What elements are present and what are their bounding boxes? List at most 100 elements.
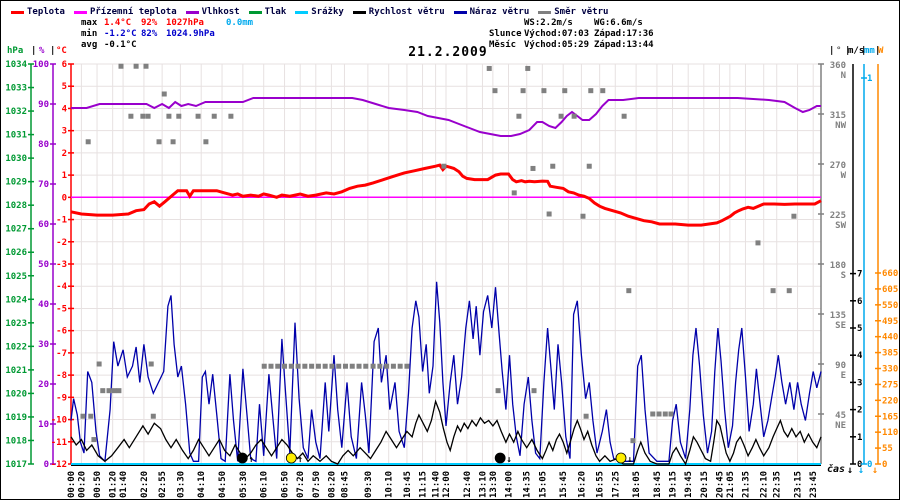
legend-label: Náraz větru xyxy=(469,7,530,17)
wind-direction-point xyxy=(363,363,369,369)
stats-panel: max 1.4°C 92% 1027hPa 0.0mm min -1.2°C 82% 1024… xyxy=(81,18,253,51)
axis-tick-label-dir: 360 xyxy=(830,61,846,71)
axis-tick-label-temp: 3 xyxy=(62,127,67,137)
axis-separator: | xyxy=(50,46,56,56)
wind-direction-point xyxy=(384,363,390,369)
axis-tick-label-pres: 1030 xyxy=(5,154,27,164)
x-tick-label: 12:00 xyxy=(442,471,452,498)
axis-header-celsius: °C xyxy=(56,46,67,56)
wind-direction-point xyxy=(791,213,797,219)
axis-tick-label-hum: 60 xyxy=(38,220,49,230)
legend: Teplota Přízemní teplota Vlhkost Tlak Srážky… xyxy=(11,6,608,18)
wind-direction-point xyxy=(140,113,146,119)
wind-direction-point xyxy=(268,363,274,369)
axis-tick-label-temp: 6 xyxy=(62,60,67,70)
axis-tick-label-pres: 1027 xyxy=(5,225,27,235)
moon-set-marker xyxy=(494,452,506,464)
wind-direction-point xyxy=(441,163,447,169)
axis-header-percent: % xyxy=(39,46,45,56)
axis-tick-label-temp: -11 xyxy=(51,438,67,448)
x-tick-label: 13:30 xyxy=(489,471,499,498)
wind-direction-point xyxy=(211,113,217,119)
sun-set-marker xyxy=(615,452,627,464)
axis-tick-label-rad: 495 xyxy=(882,317,898,327)
axis-rad xyxy=(875,64,881,465)
axis-header-watt: W xyxy=(878,46,884,56)
wind-direction-point xyxy=(336,363,342,369)
axis-tick-label-wind: 1 xyxy=(857,433,862,443)
axis-direction-letter: N xyxy=(841,71,846,81)
axis-tick-label-temp: -10 xyxy=(51,416,67,426)
axis-header-mm: mm xyxy=(864,46,875,56)
wind-direction-point xyxy=(516,113,522,119)
x-tick-label: 15:45 xyxy=(559,471,569,498)
astro-panel: WS:2.2m/s WG:6.6m/s Slunce Východ:07:03 Záp… xyxy=(489,18,654,51)
x-tick-label: 10:45 xyxy=(403,471,413,498)
axis-tick-label-hum: 10 xyxy=(38,420,49,430)
axis-separator: | xyxy=(829,46,835,56)
sun-set-arrow: ↓ xyxy=(627,455,632,465)
series-wind_speed xyxy=(70,399,822,466)
wind-direction-point xyxy=(261,363,267,369)
axis-header-ms: m/s xyxy=(848,46,865,56)
sunrise-time: Východ:07:03 xyxy=(524,29,590,39)
x-tick-label: 06:50 xyxy=(281,471,291,498)
axis-tick-label-hum: 0 xyxy=(44,460,49,470)
moonrise-time: Východ:05:29 xyxy=(524,40,590,50)
x-tick-label: 21:35 xyxy=(741,471,751,498)
x-tick-label: 04:50 xyxy=(218,471,228,498)
legend-item-sm-r-v-tru: Směr větru xyxy=(538,7,608,17)
x-tick-label: 08:20 xyxy=(327,471,337,498)
wind-direction-point xyxy=(626,288,632,294)
wind-direction-point xyxy=(370,363,376,369)
wind-direction-point xyxy=(541,88,547,94)
axis-tick-label-pres: 1032 xyxy=(5,107,27,117)
wind-direction-point xyxy=(143,63,149,69)
stats-avg-row: avg -0.1°C xyxy=(81,40,253,51)
wind-direction-point xyxy=(161,91,167,97)
axis-tick-label-temp: -6 xyxy=(56,327,67,337)
axis-tick-label-hum: 50 xyxy=(38,260,49,270)
wind-direction-point xyxy=(195,113,201,119)
axis-direction-letter: SE xyxy=(835,321,846,331)
axis-wind xyxy=(850,64,856,465)
axis-tick-label-pres: 1029 xyxy=(5,178,27,188)
legend-item-tlak: Tlak xyxy=(248,7,286,17)
axis-tick-label-pres: 1028 xyxy=(5,201,27,211)
axis-direction-letter: W xyxy=(841,171,847,181)
wind-direction-point xyxy=(531,388,537,394)
wind-direction-point xyxy=(511,190,517,196)
wind-direction-point xyxy=(530,165,536,171)
axis-tick-label-rad: 110 xyxy=(882,428,898,438)
axis-temp xyxy=(68,63,74,465)
stats-min-temp: -1.2°C xyxy=(104,29,137,39)
series-wind_gust xyxy=(70,281,822,463)
x-tick-label: 17:25 xyxy=(611,471,621,498)
axis-tick-label-hum: 100 xyxy=(33,60,49,70)
legend-label: Směr větru xyxy=(554,7,609,17)
axis-tick-label-hum: 40 xyxy=(38,300,49,310)
sun-rise-marker xyxy=(285,452,297,464)
axis-tick-label-temp: -4 xyxy=(56,282,67,292)
axis-tick-label-pres: 1021 xyxy=(5,366,27,376)
axis-tick-label-pres: 1020 xyxy=(5,389,27,399)
wind-direction-point xyxy=(85,139,91,145)
axis-rain xyxy=(861,64,867,465)
axis-tick-label-temp: 2 xyxy=(62,149,67,159)
stats-max-row: max 1.4°C 92% 1027hPa 0.0mm xyxy=(81,18,253,29)
sun-label: Slunce xyxy=(489,29,522,39)
wind-direction-point xyxy=(128,113,134,119)
axis-tick-label-dir: 45 xyxy=(835,411,846,421)
wind-direction-point xyxy=(342,363,348,369)
axis-tick-label-temp: -8 xyxy=(56,371,67,381)
axis-tick-label-wind: 2 xyxy=(857,406,862,416)
x-tick-label: 22:10 xyxy=(760,471,770,498)
sun-rise-arrow: ↑ xyxy=(298,455,303,465)
legend-label: Vlhkost xyxy=(201,7,240,17)
axis-tick-label-pres: 1019 xyxy=(5,413,27,423)
sun-row: Slunce Východ:07:03 Západ:17:36 xyxy=(489,29,654,40)
wind-direction-point xyxy=(309,363,315,369)
wind-direction-point xyxy=(583,413,589,419)
x-tick-label: 02:55 xyxy=(158,471,168,498)
series-line-humidity xyxy=(71,97,821,137)
